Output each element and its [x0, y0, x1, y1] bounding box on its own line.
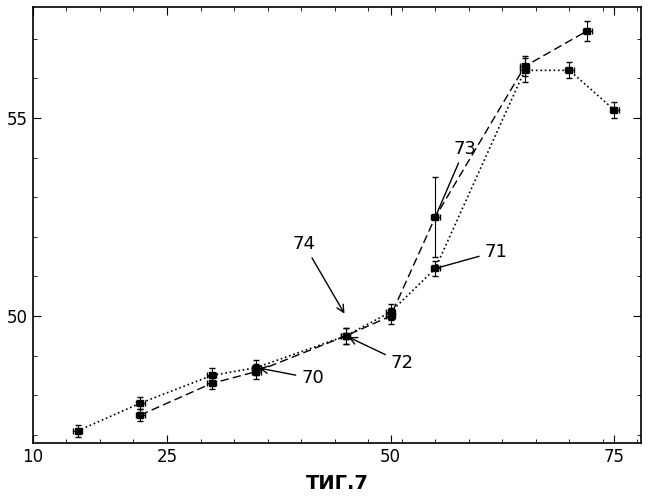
Text: 72: 72	[350, 338, 413, 372]
Text: 71: 71	[438, 242, 507, 268]
Text: 73: 73	[436, 140, 476, 214]
Text: 74: 74	[292, 234, 343, 312]
Text: 70: 70	[260, 366, 324, 388]
X-axis label: ΤИГ.7: ΤИГ.7	[305, 474, 368, 493]
